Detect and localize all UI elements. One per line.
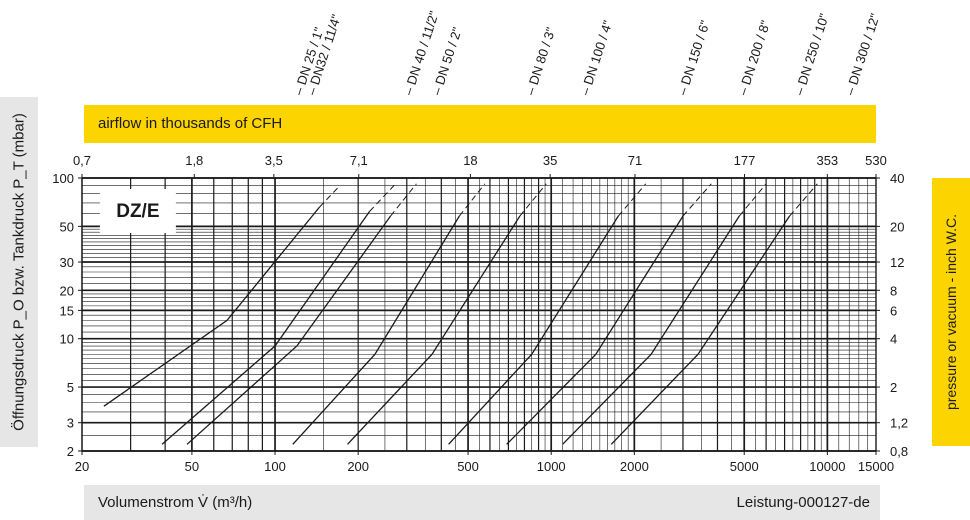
x-tick-label: 100 — [264, 459, 286, 474]
y-tick-label: 3 — [67, 416, 74, 431]
airflow-band: airflow in thousands of CFH — [84, 105, 876, 143]
dn-label: – DN 300 / 12" — [842, 11, 883, 97]
series-line-5 — [448, 215, 619, 445]
series-dash-3 — [458, 183, 486, 217]
series-dash-5 — [617, 183, 647, 217]
right-tick-label: 2 — [890, 380, 897, 395]
y-label-band: Öffnungsdruck P_O bzw. Tankdruck P_T (mb… — [0, 97, 38, 447]
plot-frame — [81, 177, 877, 452]
x-tick-label: 5000 — [730, 459, 759, 474]
series-line-6 — [506, 215, 684, 445]
series-line-1 — [161, 211, 371, 445]
right-tick-label: 40 — [890, 171, 904, 186]
x-tick-label: 20 — [75, 459, 89, 474]
top-tick-label: 7,1 — [350, 153, 368, 168]
top-tick-label: 0,7 — [73, 153, 91, 168]
series-line-2 — [186, 215, 392, 445]
right-tick-label: 6 — [890, 303, 897, 318]
right-tick-label: 8 — [890, 283, 897, 298]
y-tick-label: 30 — [60, 255, 74, 270]
x-axis-label: Volumenstrom V̇ (m³/h) — [98, 494, 253, 511]
series-line-0 — [103, 206, 321, 407]
y-tick-label: 5 — [67, 380, 74, 395]
dn-label: – DN 150 / 6" — [675, 18, 713, 97]
y-tick-label: 10 — [60, 332, 74, 347]
right-tick-label: 4 — [890, 332, 897, 347]
top-tick-label: 177 — [734, 153, 756, 168]
top-tick-label: 530 — [865, 153, 887, 168]
top-tick-label: 35 — [543, 153, 557, 168]
secondary-x-label: airflow in thousands of CFH — [98, 115, 283, 132]
x-tick-label: 2000 — [620, 459, 649, 474]
y-tick-label: 2 — [67, 444, 74, 459]
right-tick-label: 1,2 — [890, 416, 908, 431]
document-code: Leistung-000127-de — [736, 494, 870, 511]
top-tick-label: 71 — [628, 153, 642, 168]
label-box-text: DZ/E — [116, 201, 159, 222]
right-tick-label: 12 — [890, 255, 904, 270]
top-tick-label: 353 — [816, 153, 838, 168]
x-tick-label: 500 — [457, 459, 479, 474]
series-line-8 — [610, 215, 791, 445]
series-line-7 — [562, 215, 740, 445]
series-dash-8 — [789, 183, 818, 217]
series-dash-2 — [390, 183, 417, 217]
y-tick-label: 20 — [60, 283, 74, 298]
right-tick-label: 20 — [890, 219, 904, 234]
y-tick-label: 50 — [60, 219, 74, 234]
right-tick-label: 0,8 — [890, 444, 908, 459]
top-tick-label: 3,5 — [265, 153, 283, 168]
top-tick-label: 1,8 — [185, 153, 203, 168]
series-dash-6 — [682, 183, 712, 217]
dn-label: – DN 250 / 10" — [791, 11, 832, 97]
volume-band: Volumenstrom V̇ (m³/h) Leistung-000127-d… — [84, 485, 880, 520]
x-tick-label: 200 — [347, 459, 369, 474]
series-dash-7 — [738, 183, 767, 217]
x-tick-label: 15000 — [858, 459, 894, 474]
series-line-3 — [292, 215, 460, 445]
dn-label: – DN 200 / 8" — [735, 18, 773, 97]
y-tick-label: 100 — [52, 171, 74, 186]
x-tick-label: 50 — [185, 459, 199, 474]
y-tick-label: 15 — [60, 303, 74, 318]
series-dash-1 — [369, 185, 395, 212]
x-tick-label: 10000 — [809, 459, 845, 474]
label-box — [99, 188, 176, 233]
secondary-y-band: pressure or vacuum - inch W.C. — [932, 178, 970, 446]
series-dash-4 — [519, 183, 547, 217]
dn-label: – DN 100 / 4" — [577, 18, 615, 97]
dn-label: – DN 80 / 3" — [522, 25, 558, 97]
series-line-4 — [347, 215, 521, 445]
series-dash-0 — [319, 186, 340, 208]
top-tick-label: 18 — [463, 153, 477, 168]
x-tick-label: 1000 — [537, 459, 566, 474]
